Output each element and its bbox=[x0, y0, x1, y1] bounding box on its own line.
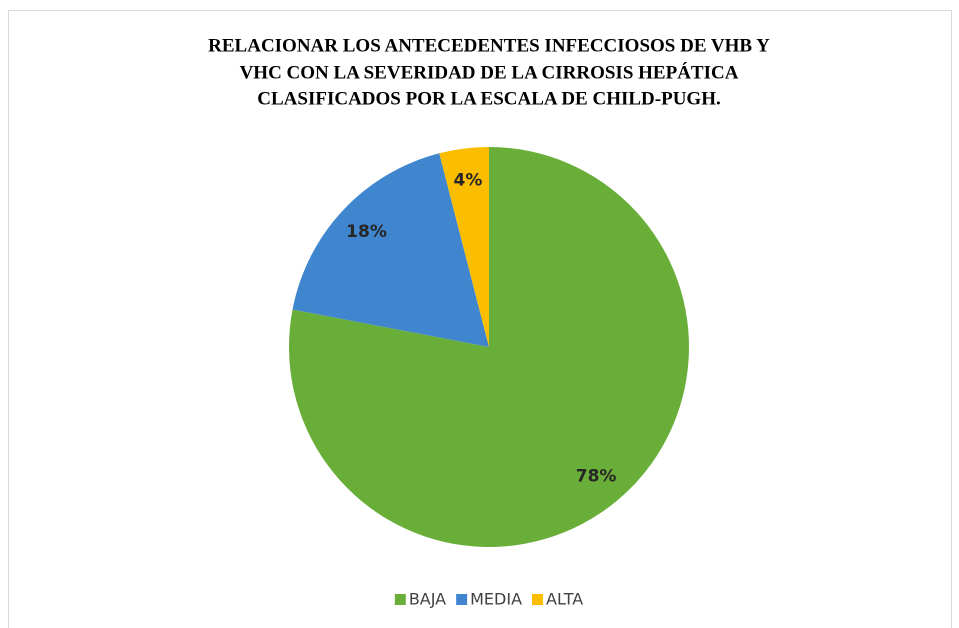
pie-slice bbox=[439, 147, 489, 347]
legend-label: ALTA bbox=[546, 590, 583, 609]
legend-swatch bbox=[394, 594, 406, 605]
chart-title: CLASIFICADOS POR LA ESCALA DE CHILD-PUGH… bbox=[257, 88, 720, 109]
legend-swatch bbox=[532, 594, 544, 605]
legend-label: MEDIA bbox=[470, 590, 522, 609]
data-label: 78% bbox=[576, 466, 617, 486]
pie-slice bbox=[288, 147, 689, 547]
chart-title: RELACIONAR LOS ANTECEDENTES INFECCIOSOS … bbox=[208, 35, 770, 56]
chart-title: VHC CON LA SEVERIDAD DE LA CIRROSIS HEPÁ… bbox=[240, 61, 739, 83]
pie-slice bbox=[292, 153, 489, 347]
data-label: 4% bbox=[454, 170, 483, 190]
legend-swatch bbox=[456, 594, 468, 605]
data-label: 18% bbox=[346, 222, 387, 242]
legend-label: BAJA bbox=[409, 590, 446, 609]
